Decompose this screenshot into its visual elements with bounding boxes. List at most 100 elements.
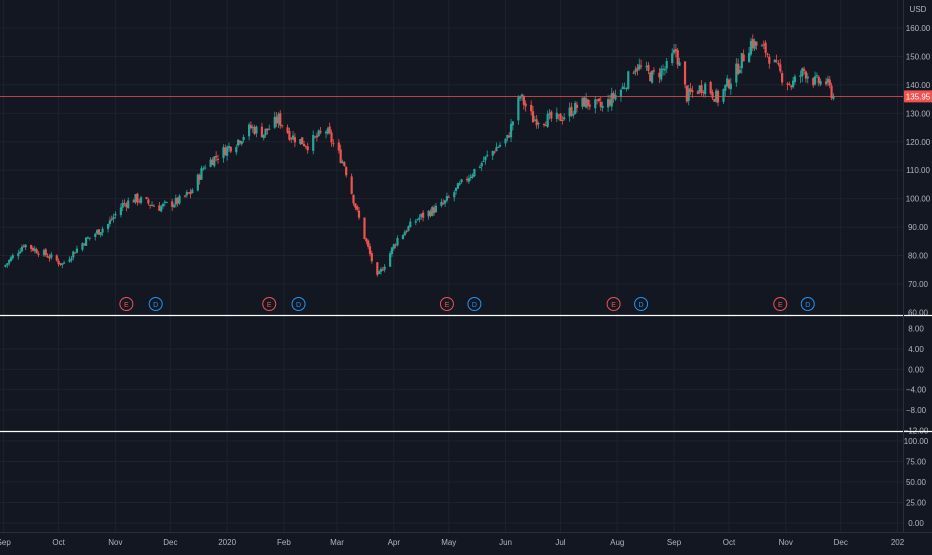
earnings-marker[interactable]: E <box>439 297 454 311</box>
candle-body <box>134 194 137 203</box>
candle-body <box>813 76 817 85</box>
candle-body <box>209 159 212 167</box>
candle-body <box>775 60 778 62</box>
candle-body <box>213 156 216 167</box>
candle-body <box>229 146 232 152</box>
candle-body <box>704 83 707 95</box>
candle-body <box>619 89 623 97</box>
candle-body <box>537 122 540 124</box>
candle-body <box>599 102 602 107</box>
candle-body <box>627 71 630 89</box>
candle-body <box>454 187 458 192</box>
candle-body <box>597 98 601 102</box>
candle-body <box>6 263 9 265</box>
candle-body <box>762 44 765 46</box>
candle-body <box>610 93 613 107</box>
candle-body <box>301 137 304 145</box>
candle-body <box>48 256 51 259</box>
candle-body <box>224 147 227 156</box>
price-candles[interactable] <box>4 34 835 277</box>
candle-body <box>443 200 447 204</box>
candle-body <box>568 107 571 117</box>
candle-body <box>586 99 590 106</box>
candle-body <box>268 128 271 130</box>
candle-body <box>304 146 307 148</box>
candle-body <box>766 53 769 55</box>
candle-body <box>546 114 549 127</box>
candle-body <box>478 167 481 169</box>
candle-body <box>185 192 188 196</box>
candle-body <box>291 135 295 140</box>
candle-body <box>328 126 331 134</box>
candle-body <box>183 195 187 197</box>
candle-body <box>235 147 238 153</box>
candle-body <box>824 81 828 85</box>
candle-body <box>542 124 546 126</box>
candle-body <box>517 97 520 121</box>
time-tick-label: Jul <box>555 538 565 547</box>
candle-body <box>531 111 535 123</box>
dividend-marker[interactable]: D <box>467 297 482 311</box>
price-tick-label: 160.00 <box>906 24 931 33</box>
candle-body <box>742 54 745 62</box>
candle-body <box>520 94 524 97</box>
candle-body <box>198 175 201 181</box>
earnings-marker[interactable]: E <box>773 297 788 311</box>
candle-body <box>158 205 161 211</box>
earnings-marker[interactable]: E <box>119 297 134 311</box>
dividend-marker[interactable]: D <box>148 297 163 311</box>
candle-body <box>240 141 243 144</box>
candle-body <box>781 73 784 83</box>
candle-body <box>61 263 64 265</box>
candle-body <box>9 257 13 261</box>
candle-body <box>753 40 756 49</box>
candle-body <box>460 179 463 183</box>
candle-body <box>313 136 317 138</box>
candle-body <box>817 76 820 84</box>
pane3-tick-label: 75.00 <box>906 458 927 467</box>
candle-body <box>57 260 60 265</box>
candle-body <box>202 168 205 170</box>
earnings-marker[interactable]: E <box>262 297 277 311</box>
time-tick-label: Dec <box>163 538 177 547</box>
candle-body <box>409 221 412 228</box>
candle-body <box>24 244 27 248</box>
candle-body <box>249 125 253 128</box>
dividend-marker[interactable]: D <box>291 297 306 311</box>
earnings-marker[interactable]: E <box>606 297 621 311</box>
candle-body <box>574 102 577 115</box>
candle-body <box>319 131 322 133</box>
candle-body <box>729 83 732 90</box>
candle-body <box>751 39 754 49</box>
candle-body <box>317 130 320 137</box>
candle-body <box>614 94 617 100</box>
candle-body <box>222 147 225 159</box>
candle-body <box>149 204 152 206</box>
time-tick-label: Oct <box>723 538 736 547</box>
marker-circle <box>291 297 306 311</box>
candle-body <box>625 87 628 89</box>
candle-body <box>623 87 626 89</box>
candle-body <box>337 142 340 151</box>
candle-body <box>392 244 395 249</box>
candle-body <box>491 151 494 156</box>
candle-body <box>17 253 20 257</box>
candle-body <box>390 247 394 254</box>
candle-body <box>760 45 764 47</box>
dividend-marker[interactable]: D <box>800 297 815 311</box>
candle-body <box>495 147 498 152</box>
pane3-tick-label: 100.00 <box>904 437 929 446</box>
candle-body <box>689 88 692 92</box>
time-tick-label: Aug <box>610 538 624 547</box>
candle-body <box>506 134 509 139</box>
candle-body <box>583 97 586 107</box>
candle-body <box>204 167 207 169</box>
candle-body <box>661 68 665 70</box>
candle-body <box>511 121 514 126</box>
price-tick-label: 150.00 <box>906 52 931 61</box>
dividend-marker[interactable]: D <box>634 297 649 311</box>
candle-body <box>726 78 729 87</box>
candle-body <box>832 95 835 99</box>
